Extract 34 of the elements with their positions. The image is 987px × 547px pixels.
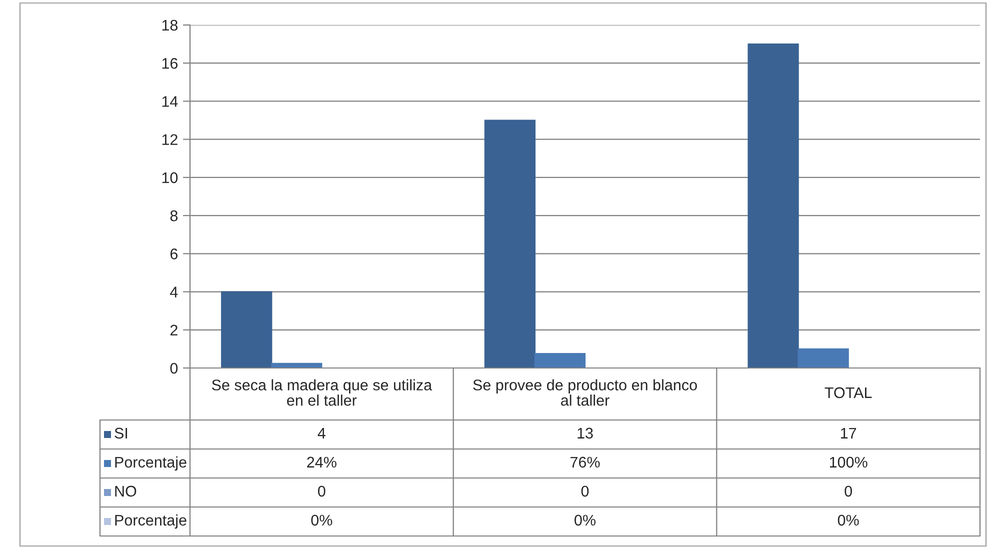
data-label: 0 (844, 486, 852, 497)
legend-label: Porcentaje (115, 514, 186, 529)
y-tick-label: 4 (170, 286, 178, 298)
data-label: 0 (581, 486, 589, 497)
data-label: 0% (311, 514, 332, 526)
data-label: 76% (570, 456, 600, 468)
y-tick-label: 14 (162, 96, 178, 107)
y-tick-label: 16 (162, 58, 178, 69)
data-label: 4 (318, 428, 326, 438)
data-label: 0% (574, 514, 596, 526)
bar (221, 291, 272, 368)
data-label: 13 (578, 428, 593, 439)
data-label: 0 (318, 486, 326, 497)
y-tick-label: 8 (170, 210, 178, 222)
y-tick-label: 2 (170, 324, 178, 336)
data-label: 100% (830, 456, 868, 468)
y-tick-label: 10 (162, 172, 178, 184)
x-tick-label: TOTAL (824, 387, 872, 398)
bar (534, 352, 586, 368)
data-label: 24% (307, 456, 336, 468)
data-label: 0% (838, 514, 859, 526)
data-label: 17 (841, 428, 856, 438)
legend-label: SI (114, 428, 128, 439)
y-tick-label: 18 (162, 20, 178, 31)
y-tick-label: 6 (170, 248, 178, 260)
legend-label: NO (115, 486, 136, 497)
bar (484, 120, 536, 368)
y-tick-label: 12 (162, 134, 178, 145)
bar (798, 348, 849, 368)
bar (748, 44, 799, 368)
legend-label: Porcentaje (115, 456, 186, 471)
y-tick-label: 0 (170, 362, 178, 374)
x-tick-label: Se seca la madera que se utiliza en el taller (212, 379, 432, 406)
x-tick-label: Se provee de producto en blanco al taller (473, 379, 697, 406)
